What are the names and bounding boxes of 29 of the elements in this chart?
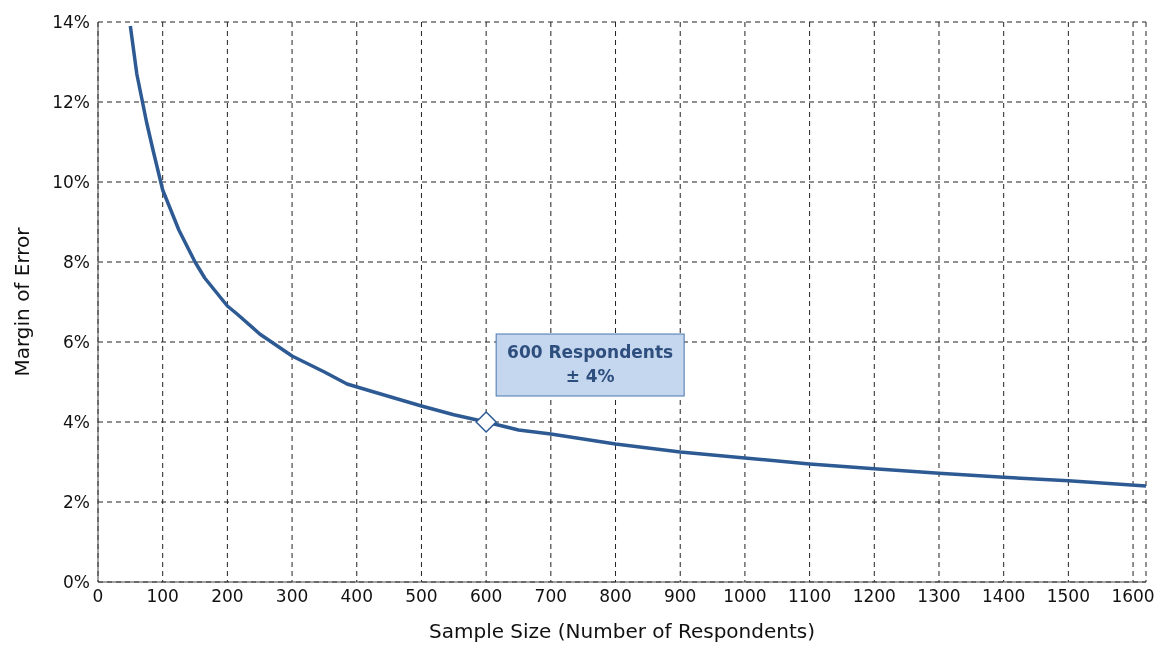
y-tick-label: 12%	[52, 92, 90, 113]
x-tick-label: 1600	[1111, 586, 1155, 607]
x-tick-label: 1000	[723, 586, 767, 607]
y-tick-label: 6%	[63, 332, 90, 353]
x-tick-label: 0	[92, 586, 104, 607]
y-tick-label: 8%	[63, 252, 90, 273]
x-tick-label: 1500	[1046, 586, 1090, 607]
x-tick-label: 800	[599, 586, 632, 607]
y-tick-label: 2%	[63, 492, 90, 513]
x-tick-label: 200	[211, 586, 244, 607]
y-tick-label: 4%	[63, 412, 90, 433]
x-tick-label: 1200	[852, 586, 896, 607]
x-tick-label: 500	[405, 586, 438, 607]
x-tick-label: 1400	[982, 586, 1026, 607]
line-series	[128, 24, 1146, 488]
x-tick-label: 400	[340, 586, 373, 607]
y-tick-label: 10%	[52, 172, 90, 193]
x-tick-label: 1100	[787, 586, 832, 607]
y-axis-title: Margin of Error	[10, 226, 35, 377]
y-tick-label: 14%	[52, 12, 90, 33]
x-tick-label: 900	[664, 586, 697, 607]
x-axis-title: Sample Size (Number of Respondents)	[429, 619, 815, 643]
annotation: 600 Respondents ± 4%	[507, 342, 674, 386]
x-tick-label: 100	[146, 586, 179, 607]
x-tick-label: 1300	[917, 586, 961, 607]
x-tick-label: 700	[534, 586, 568, 607]
y-tick-label: 0%	[63, 572, 90, 593]
x-tick-label: 600	[469, 586, 503, 607]
x-tick-label: 300	[275, 586, 309, 607]
